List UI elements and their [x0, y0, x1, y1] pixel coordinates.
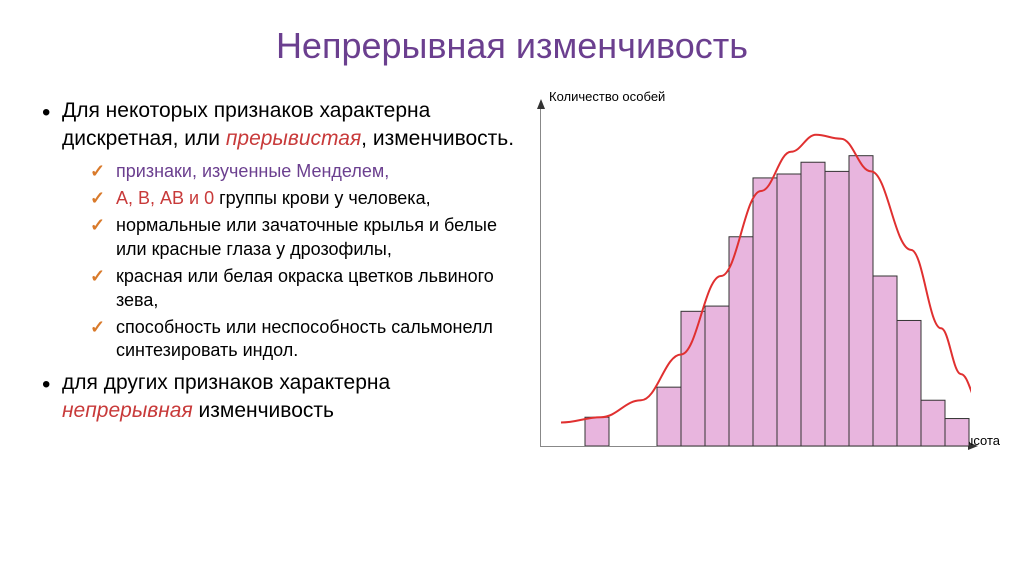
b2-em: непрерывная [62, 399, 193, 422]
histogram-bar [801, 162, 825, 446]
c4: красная или белая окраска цветков львино… [116, 266, 494, 309]
y-axis-label: Количество особей [549, 89, 665, 104]
c1: признаки, изученные Менделем, [116, 161, 389, 181]
histogram-bar [849, 156, 873, 446]
page-title: Непрерывная изменчивость [40, 25, 984, 67]
histogram-bar [945, 419, 969, 446]
histogram-bar [777, 174, 801, 446]
text-column: Для некоторых признаков характерна дискр… [40, 97, 520, 447]
bullet-1: Для некоторых признаков характерна дискр… [40, 97, 520, 363]
histogram-bar [921, 400, 945, 446]
content-row: Для некоторых признаков характерна дискр… [40, 97, 984, 447]
check-1: признаки, изученные Менделем, [90, 160, 520, 183]
bullet-2: для других признаков характерна непрерыв… [40, 369, 520, 426]
b1-post: , изменчивость. [361, 127, 514, 150]
check-5: способность или неспособность сальмонелл… [90, 316, 520, 363]
histogram-bar [897, 320, 921, 446]
histogram-bar [753, 178, 777, 446]
check-3: нормальные или зачаточные крылья и белые… [90, 214, 520, 261]
histogram-bar [585, 417, 609, 446]
histogram-bar [681, 311, 705, 446]
histogram-bar [825, 171, 849, 446]
check-2: А, В, АВ и 0 группы крови у человека, [90, 187, 520, 210]
b2-pre: для других признаков характерна [62, 371, 390, 394]
b2-post: изменчивость [193, 399, 334, 422]
chart-svg [541, 106, 971, 446]
histogram-bar [657, 387, 681, 446]
histogram-bar [705, 306, 729, 446]
c3: нормальные или зачаточные крылья и белые… [116, 215, 497, 258]
histogram-bar [873, 276, 897, 446]
bullet-list: Для некоторых признаков характерна дискр… [40, 97, 520, 426]
c2-pre: А, В, АВ и 0 [116, 188, 214, 208]
c2-post: группы крови у человека, [214, 188, 430, 208]
chart-frame: Количество особей Высота [540, 107, 970, 447]
chart-column: Количество особей Высота [540, 97, 984, 447]
check-4: красная или белая окраска цветков львино… [90, 265, 520, 312]
histogram-bar [729, 237, 753, 446]
c5: способность или неспособность сальмонелл… [116, 317, 493, 360]
b1-em: прерывистая [226, 127, 361, 150]
check-list: признаки, изученные Менделем, А, В, АВ и… [90, 160, 520, 363]
title-text: Непрерывная изменчивость [276, 25, 748, 66]
